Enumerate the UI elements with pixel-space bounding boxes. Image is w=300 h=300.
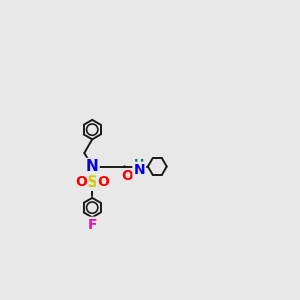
Text: O: O [121,169,133,183]
Text: H: H [134,158,145,171]
Text: S: S [87,175,98,190]
Text: O: O [76,175,88,189]
Text: N: N [134,163,145,177]
Text: O: O [97,175,109,189]
Text: N: N [86,159,99,174]
Text: F: F [88,218,97,232]
